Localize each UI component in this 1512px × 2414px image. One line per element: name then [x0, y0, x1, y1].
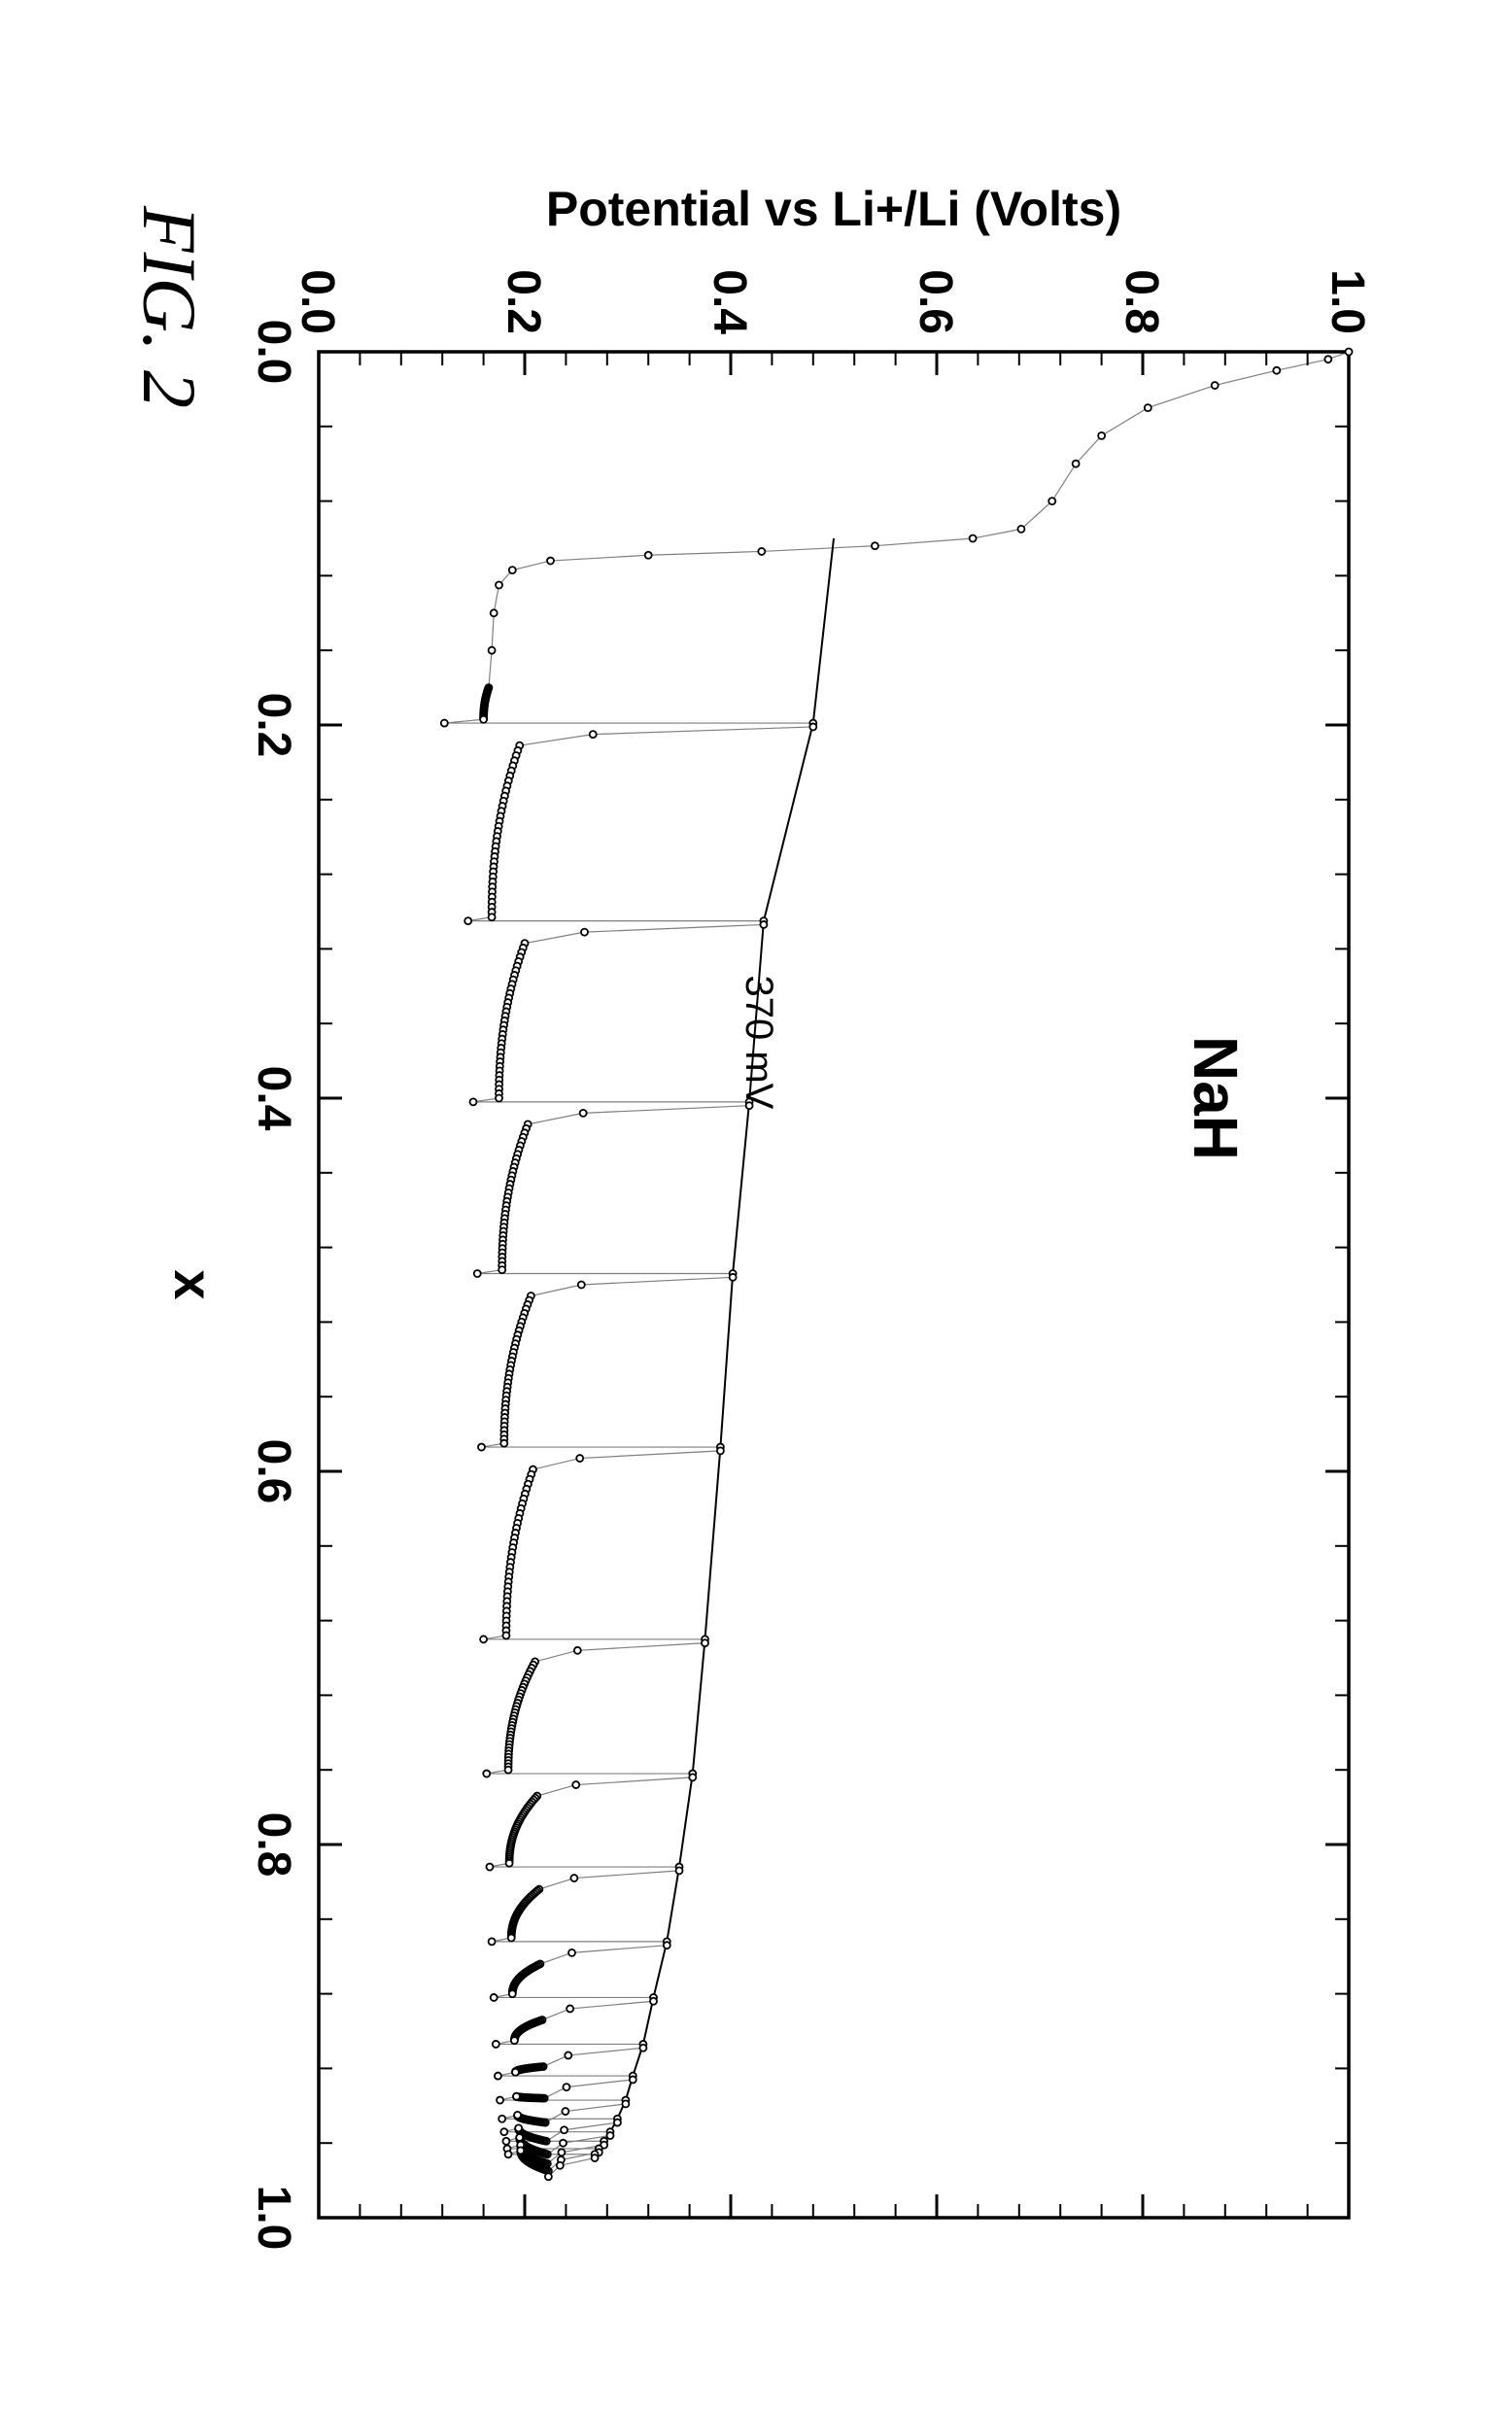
page-stage: 0.00.20.40.60.81.00.00.20.40.60.81.0xPot…: [0, 0, 1512, 2414]
figure-container: 0.00.20.40.60.81.00.00.20.40.60.81.0xPot…: [115, 148, 1397, 2266]
y-tick-label: 0.0: [292, 269, 343, 334]
y-tick-label: 0.2: [498, 269, 549, 334]
x-tick-label: 0.2: [248, 693, 299, 758]
y-axis-title: Potential vs Li+/Li (Volts): [546, 182, 1121, 236]
x-axis-title: x: [163, 1269, 224, 1299]
chart-svg: 0.00.20.40.60.81.00.00.20.40.60.81.0xPot…: [115, 148, 1397, 2266]
y-tick-label: 0.6: [910, 269, 961, 334]
y-tick-label: 1.0: [1322, 269, 1373, 334]
annotation-370mv: 370 mV: [738, 975, 780, 1109]
x-tick-label: 0.4: [248, 1066, 299, 1131]
y-tick-label: 0.4: [704, 269, 755, 334]
x-tick-label: 1.0: [248, 2186, 299, 2251]
x-tick-label: 0.6: [248, 1439, 299, 1504]
x-tick-label: 0.8: [248, 1812, 299, 1878]
annotation-nah: NaH: [1181, 1036, 1251, 1160]
figure-caption: FIG. 2: [127, 205, 212, 408]
y-tick-label: 0.8: [1116, 269, 1167, 334]
